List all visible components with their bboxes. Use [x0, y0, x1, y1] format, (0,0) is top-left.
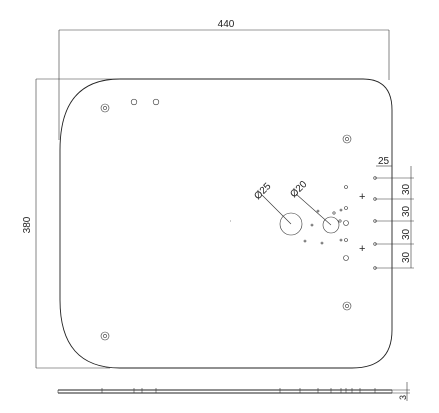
- thickness-label: 3: [398, 395, 408, 400]
- side-view: 3: [57, 382, 410, 401]
- large-holes: Ø25 Ø20: [252, 179, 343, 245]
- width-dimension: 440: [58, 19, 390, 140]
- hole-large-label: Ø25: [252, 181, 273, 202]
- spacing-label-2: 30: [401, 205, 412, 217]
- top-holes: [130, 98, 160, 106]
- offset-label: 25: [378, 156, 390, 167]
- plate-outline: [59, 78, 393, 369]
- height-dimension: 380: [22, 78, 120, 369]
- width-label: 440: [218, 19, 235, 30]
- mounting-holes: [100, 103, 352, 341]
- hole-pattern: + +: [332, 176, 377, 270]
- spacing-label-4: 30: [401, 251, 412, 263]
- svg-text:+: +: [359, 191, 365, 203]
- spacing-label-3: 30: [401, 228, 412, 240]
- height-label: 380: [22, 216, 33, 233]
- hole-small-label: Ø20: [288, 179, 309, 200]
- svg-text:+: +: [359, 243, 365, 255]
- spacing-dimensions: 25 30 30 30 30: [375, 156, 414, 269]
- spacing-label-1: 30: [401, 183, 412, 195]
